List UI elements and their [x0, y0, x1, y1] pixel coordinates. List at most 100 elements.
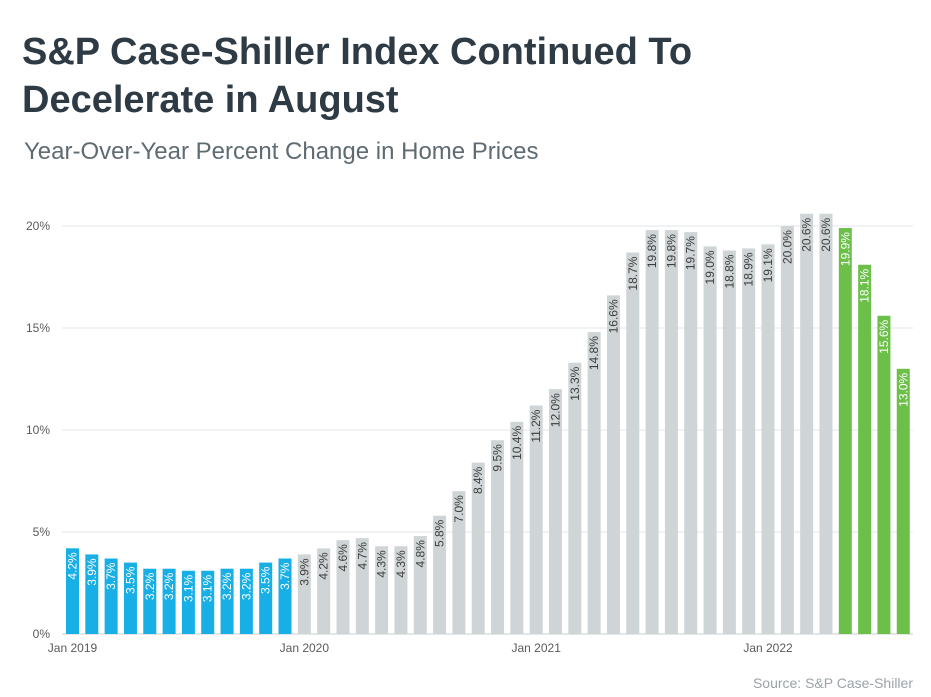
bar [201, 570, 215, 634]
bar [104, 558, 118, 634]
bar [491, 440, 505, 634]
bar [819, 213, 833, 634]
bar [703, 246, 717, 634]
bar-data-label: 4.2% [66, 552, 80, 580]
bar-data-label: 18.8% [722, 254, 736, 288]
bar [626, 252, 640, 634]
bar [896, 368, 910, 634]
bar-data-label: 19.7% [684, 236, 698, 270]
bar-data-label: 9.5% [491, 444, 505, 472]
bar [394, 546, 408, 634]
bar [452, 491, 466, 634]
bar-data-label: 19.0% [703, 250, 717, 284]
bar [800, 213, 814, 634]
bar-data-label: 18.9% [742, 252, 756, 286]
bar [278, 558, 292, 634]
x-tick-label: Jan 2020 [280, 641, 330, 655]
bar [259, 562, 273, 634]
bar-data-label: 19.8% [645, 234, 659, 268]
y-tick-label: 10% [26, 423, 50, 437]
bar [162, 568, 176, 634]
y-tick-label: 0% [33, 627, 51, 641]
bar [317, 548, 331, 634]
bar-data-label: 18.7% [626, 256, 640, 290]
y-tick-label: 5% [33, 525, 51, 539]
bar-data-label: 19.9% [838, 232, 852, 266]
bar [568, 362, 582, 634]
bar [684, 232, 698, 634]
bar [355, 538, 369, 634]
bar-data-label: 11.2% [529, 409, 543, 442]
bar-data-label: 4.6% [336, 544, 350, 572]
x-tick-label: Jan 2019 [48, 641, 98, 655]
bar [780, 226, 794, 634]
bar [549, 389, 562, 634]
bar-data-label: 13.3% [568, 366, 582, 400]
bar-data-label: 3.2% [143, 572, 157, 600]
bar-data-label: 20.0% [780, 230, 794, 264]
bar [471, 462, 485, 634]
bar-data-label: 3.5% [123, 566, 137, 594]
bar-data-label: 4.8% [413, 540, 427, 568]
bar-data-label: 10.4% [510, 426, 524, 460]
bar-data-label: 19.8% [664, 234, 678, 268]
chart-subtitle: Year-Over-Year Percent Change in Home Pr… [24, 138, 539, 165]
bar [606, 295, 620, 634]
bar [123, 562, 137, 634]
bar-data-label: 18.1% [858, 268, 872, 302]
bar-data-label: 3.1% [201, 574, 215, 602]
bar-data-label: 19.1% [761, 248, 775, 282]
bar-data-label: 5.8% [433, 519, 447, 547]
x-tick-label: Jan 2022 [743, 641, 793, 655]
bar [413, 536, 427, 634]
bar-data-label: 3.1% [181, 574, 195, 602]
chart-title: S&P Case-Shiller Index Continued To Dece… [22, 28, 692, 124]
bar [336, 540, 350, 634]
bar-data-label: 20.6% [800, 217, 814, 251]
bar [220, 568, 234, 634]
bar-data-label: 13.0% [896, 372, 910, 406]
chart-title-line-2: Decelerate in August [22, 79, 399, 121]
x-tick-label: Jan 2021 [511, 641, 561, 655]
bar [375, 546, 389, 634]
bar [587, 332, 601, 634]
chart-title-line-1: S&P Case-Shiller Index Continued To [22, 31, 693, 73]
source-note: Source: S&P Case-Shiller [752, 675, 913, 691]
bar-data-label: 4.2% [317, 552, 331, 580]
bar [85, 554, 99, 634]
bar [664, 230, 678, 634]
bar-data-label: 8.4% [471, 466, 485, 494]
bar [645, 230, 659, 634]
bar-data-label: 3.2% [239, 572, 253, 600]
bar-data-label: 3.9% [297, 558, 311, 586]
bar-data-label: 15.6% [877, 319, 891, 353]
bar [838, 228, 852, 635]
bar-data-label: 14.8% [587, 336, 601, 370]
bar [858, 264, 872, 634]
bar-data-label: 3.5% [259, 566, 273, 594]
bar-data-label: 4.3% [375, 550, 389, 578]
bar [510, 421, 524, 634]
bar [761, 244, 775, 635]
bar [66, 548, 79, 634]
bar [143, 568, 157, 634]
bar [239, 568, 253, 634]
bar-labels: 4.2% 3.9% 3.7% 3.5% 3.2% 3.2% 3.1% 3.1% 3.2% 3.2%… [66, 217, 911, 602]
bar-data-label: 3.7% [278, 562, 292, 590]
bar-data-label: 12.0% [549, 393, 563, 427]
bar-data-label: 3.2% [162, 572, 176, 600]
y-tick-label: 15% [26, 321, 50, 335]
bar [742, 248, 756, 634]
bar [722, 250, 736, 635]
y-axis-ticks: 0% 5% 10% 15% 20% [26, 219, 50, 641]
bar [181, 570, 195, 634]
bar [877, 315, 891, 634]
bar [529, 405, 543, 634]
bar [297, 554, 311, 634]
bar-data-label: 3.2% [220, 572, 234, 600]
bars [66, 213, 910, 635]
bar-data-label: 4.3% [394, 550, 408, 578]
bar-data-label: 16.6% [606, 299, 620, 333]
bar [433, 515, 447, 634]
